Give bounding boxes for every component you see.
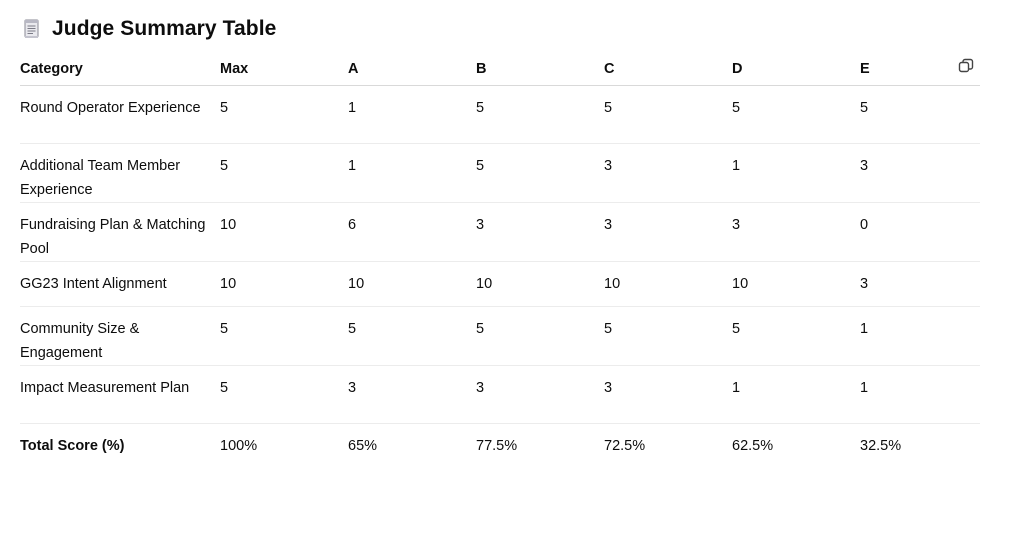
score-cell: 3 [348, 365, 476, 424]
table-row: Fundraising Plan & Matching Pool 10 6 3 … [20, 202, 980, 262]
score-cell: 5 [604, 306, 732, 366]
total-score-cell: 62.5% [732, 438, 774, 454]
score-cell: 5 [860, 85, 980, 144]
category-cell: Community Size & Engagement [20, 306, 220, 366]
column-header: A [348, 52, 476, 86]
total-label: Total Score (%) [20, 438, 125, 454]
score-cell: 3 [604, 202, 732, 262]
score-cell: 5 [348, 306, 476, 366]
column-header: B [476, 52, 604, 86]
score-cell: 3 [604, 365, 732, 424]
score-cell: 10 [604, 261, 732, 307]
category-cell: Round Operator Experience [20, 85, 220, 144]
score-cell: 5 [604, 85, 732, 144]
column-header: E [860, 52, 980, 86]
score-cell: 5 [220, 365, 348, 424]
table-row: Community Size & Engagement 5 5 5 5 5 1 [20, 306, 980, 366]
score-cell: 1 [348, 85, 476, 144]
score-cell: 10 [732, 261, 860, 307]
score-cell: 1 [860, 365, 980, 424]
score-cell: 5 [476, 85, 604, 144]
document-icon [22, 18, 42, 40]
score-cell: 5 [476, 306, 604, 366]
score-cell: 5 [220, 143, 348, 203]
total-score-cell: 32.5% [860, 438, 902, 454]
category-cell: Additional Team Member Experience [20, 143, 220, 203]
score-cell: 10 [348, 261, 476, 307]
score-cell: 5 [220, 306, 348, 366]
total-row: Total Score (%) 100% 65% 77.5% 72.5% 62.… [20, 424, 980, 469]
score-cell: 5 [476, 143, 604, 203]
score-cell: 1 [348, 143, 476, 203]
total-score-cell: 77.5% [476, 438, 518, 454]
score-cell: 10 [220, 202, 348, 262]
total-score-cell: 65% [348, 438, 378, 454]
page-title: Judge Summary Table [52, 17, 277, 40]
total-score-cell: 72.5% [604, 438, 646, 454]
score-cell: 3 [476, 202, 604, 262]
category-cell: GG23 Intent Alignment [20, 261, 220, 307]
score-cell: 1 [860, 306, 980, 366]
score-cell: 3 [732, 202, 860, 262]
score-cell: 3 [860, 143, 980, 203]
score-cell: 6 [348, 202, 476, 262]
table-row: Round Operator Experience 5 1 5 5 5 5 [20, 85, 980, 144]
title-row: Judge Summary Table [22, 14, 276, 44]
table-row: GG23 Intent Alignment 10 10 10 10 10 3 [20, 261, 980, 307]
score-cell: 10 [220, 261, 348, 307]
score-cell: 0 [860, 202, 980, 262]
score-cell: 1 [732, 143, 860, 203]
table-header-row: Category Max A B C D E [20, 52, 980, 86]
score-cell: 3 [860, 261, 980, 307]
score-cell: 10 [476, 261, 604, 307]
score-cell: 5 [732, 306, 860, 366]
column-header: D [732, 52, 860, 86]
score-cell: 5 [732, 85, 860, 144]
category-cell: Fundraising Plan & Matching Pool [20, 202, 220, 262]
column-header: C [604, 52, 732, 86]
table-row: Impact Measurement Plan 5 3 3 3 1 1 [20, 365, 980, 424]
table-row: Additional Team Member Experience 5 1 5 … [20, 143, 980, 203]
column-header: Max [220, 52, 348, 86]
score-cell: 3 [604, 143, 732, 203]
score-cell: 3 [476, 365, 604, 424]
column-header: Category [20, 52, 220, 86]
score-cell: 5 [220, 85, 348, 144]
judge-summary-table: Category Max A B C D E Round Operator Ex… [20, 52, 980, 469]
score-cell: 1 [732, 365, 860, 424]
category-cell: Impact Measurement Plan [20, 365, 220, 424]
total-score-cell: 100% [220, 438, 258, 454]
